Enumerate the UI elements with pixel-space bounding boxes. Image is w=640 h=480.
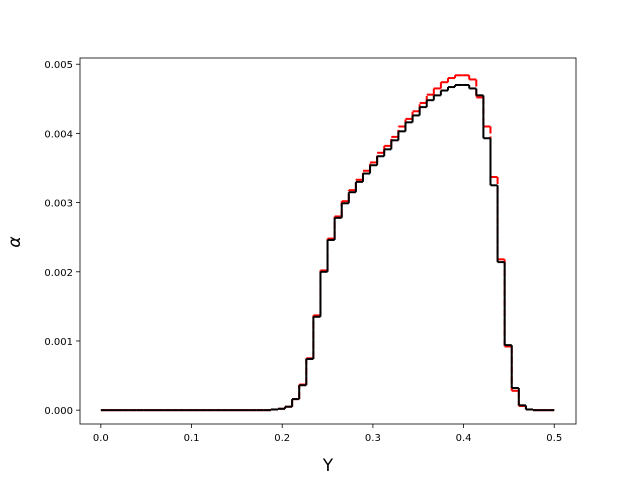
y-tick-label: 0.003 xyxy=(44,199,73,210)
x-tick-label: 0.5 xyxy=(546,433,562,444)
step-riser xyxy=(269,84,534,411)
y-tick-label: 0.002 xyxy=(44,268,73,279)
x-tick-label: 0.0 xyxy=(93,433,109,444)
x-axis-label: Y xyxy=(322,456,334,476)
y-tick-label: 0.005 xyxy=(44,60,73,71)
plot-frame xyxy=(79,57,577,425)
y-tick-label: 0.000 xyxy=(44,406,73,417)
x-tick-label: 0.3 xyxy=(365,433,381,444)
x-tick-label: 0.2 xyxy=(274,433,290,444)
y-tick-label: 0.004 xyxy=(44,129,73,140)
x-tick-label: 0.1 xyxy=(184,433,200,444)
y-tick-label: 0.001 xyxy=(44,337,73,348)
x-tick-label: 0.4 xyxy=(456,433,472,444)
y-axis-label: α xyxy=(5,236,25,247)
